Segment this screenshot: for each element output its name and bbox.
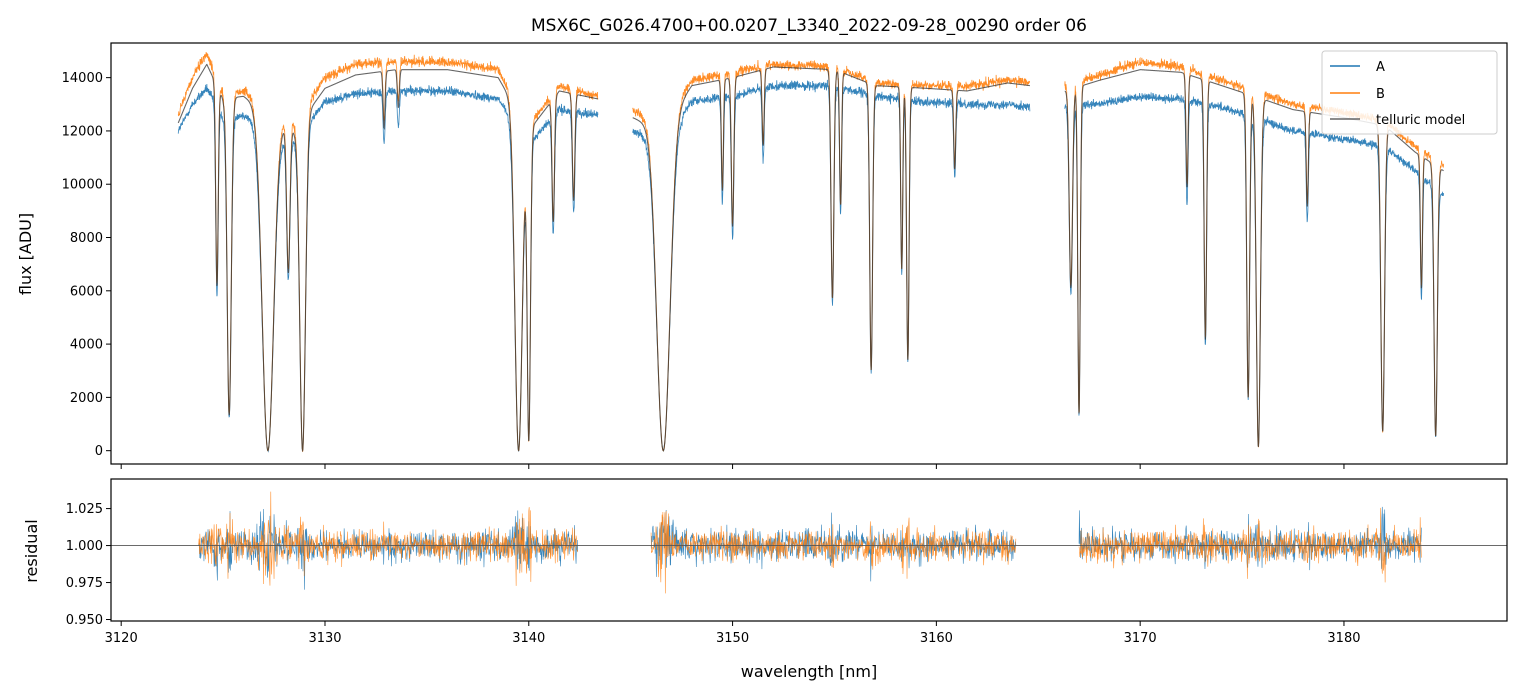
legend: A B telluric model	[1321, 50, 1498, 135]
x-tick-label: 3140	[512, 631, 545, 646]
series-b-line	[177, 51, 599, 452]
top-panel-frame	[110, 42, 1508, 465]
legend-box	[1321, 50, 1498, 135]
top-panel: 0 2000 4000 6000 8000 10000 12000 14000 flux [A…	[16, 42, 1508, 469]
x-tick-label: 3180	[1327, 631, 1360, 646]
bottom-panel: 0.950 0.975 1.000 1.025 3120 3130 3140 3150 316…	[22, 478, 1508, 681]
x-tick-label: 3170	[1124, 631, 1157, 646]
bottom-y-axis: 0.950 0.975 1.000 1.025	[66, 502, 111, 628]
top-y-tick-label: 0	[95, 444, 103, 459]
x-tick-label: 3120	[105, 631, 138, 646]
top-y-tick-label: 8000	[70, 231, 103, 246]
x-tick-label: 3150	[716, 631, 749, 646]
residual-b-line	[650, 510, 1017, 594]
top-y-tick-label: 6000	[70, 284, 103, 299]
residual-b-line	[198, 491, 578, 586]
bottom-plot-area	[111, 491, 1507, 594]
chart-title: MSX6C_G026.4700+00.0207_L3340_2022-09-28…	[531, 16, 1087, 36]
top-y-tick-label: 10000	[62, 178, 103, 193]
top-y-tick-label: 12000	[62, 124, 103, 139]
legend-label-a: A	[1376, 60, 1385, 75]
x-tick-label: 3130	[308, 631, 341, 646]
telluric-model-line	[632, 66, 1030, 452]
bottom-y-axis-label: residual	[22, 519, 41, 582]
top-x-ticks	[120, 464, 1345, 469]
top-y-tick-label: 4000	[70, 338, 103, 353]
residual-a-line	[198, 508, 578, 590]
x-axis-label: wavelength [nm]	[741, 662, 878, 681]
top-y-tick-label: 14000	[62, 71, 103, 86]
bottom-y-tick-label: 0.975	[66, 576, 103, 591]
residual-b-line	[1078, 507, 1422, 583]
bottom-panel-frame	[110, 478, 1508, 622]
telluric-model-line	[1064, 69, 1444, 448]
bottom-y-tick-label: 0.950	[66, 613, 103, 628]
telluric-model-line	[177, 63, 599, 453]
series-a-line	[177, 84, 599, 453]
x-axis: 3120 3130 3140 3150 3160 3170 3180	[105, 621, 1361, 646]
x-tick-label: 3160	[920, 631, 953, 646]
bottom-y-tick-label: 1.025	[66, 502, 103, 517]
top-plot-area	[177, 51, 1444, 453]
bottom-y-tick-label: 1.000	[66, 539, 103, 554]
legend-label-b: B	[1376, 87, 1385, 102]
top-y-tick-label: 2000	[70, 391, 103, 406]
legend-label-model: telluric model	[1376, 113, 1465, 128]
top-y-axis-label: flux [ADU]	[16, 213, 35, 295]
top-y-axis: 0 2000 4000 6000 8000 10000 12000 14000	[62, 71, 111, 459]
